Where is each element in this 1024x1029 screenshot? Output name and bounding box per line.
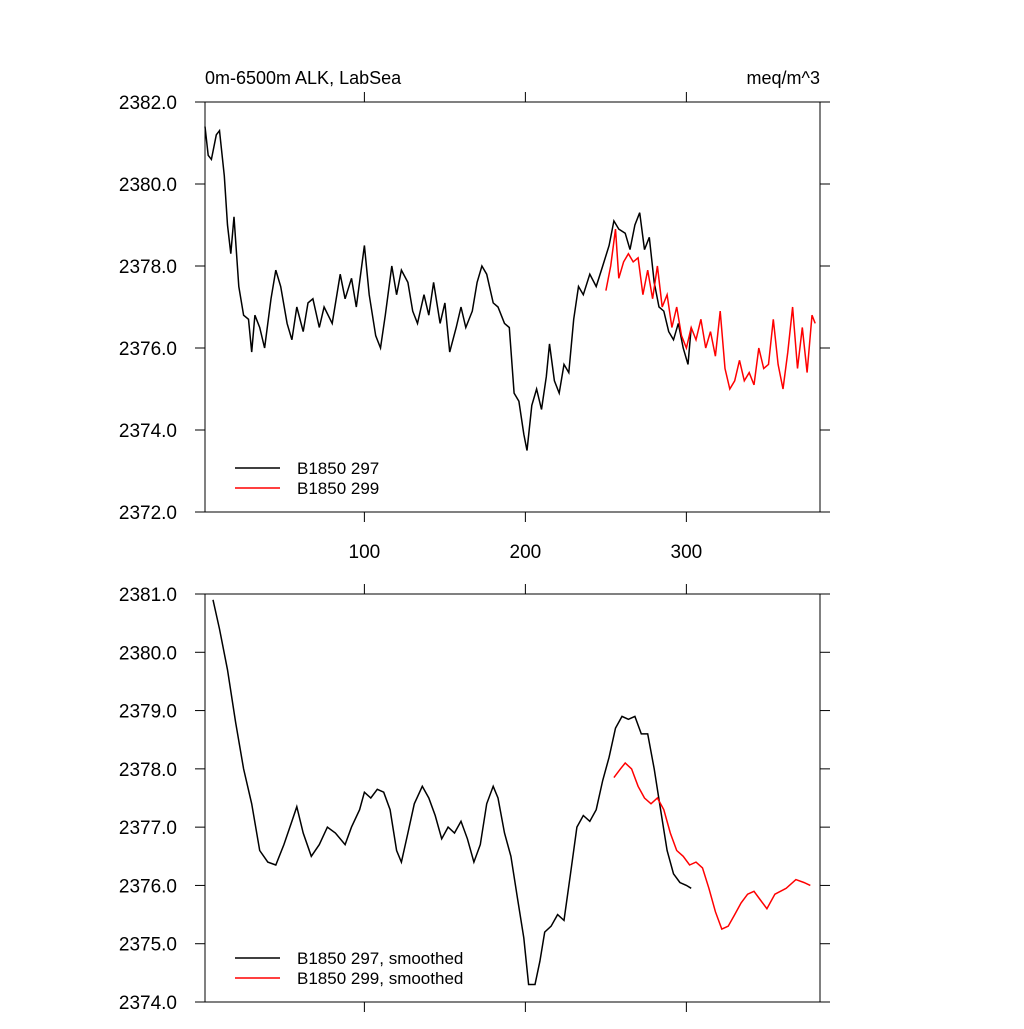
units-label: meq/m^3 (747, 68, 820, 88)
y-tick-label: 2377.0 (119, 818, 177, 839)
series-line (613, 761, 811, 931)
series-line (605, 229, 816, 391)
chart-title: 0m-6500m ALK, LabSea (205, 68, 402, 88)
legend-label: B1850 297, smoothed (297, 949, 463, 968)
y-tick-label: 2378.0 (119, 257, 177, 278)
y-tick-label: 2372.0 (119, 503, 177, 524)
y-tick-label: 2380.0 (119, 643, 177, 664)
y-tick-label: 2376.0 (119, 876, 177, 897)
legend-label: B1850 299, smoothed (297, 969, 463, 988)
y-tick-label: 2380.0 (119, 175, 177, 196)
plot-frame (204, 593, 821, 1003)
y-tick-label: 2379.0 (119, 702, 177, 723)
x-tick-label: 300 (671, 542, 703, 563)
x-tick-label: 100 (349, 542, 381, 563)
plot-frame (204, 101, 821, 513)
legend-label: B1850 297 (297, 459, 379, 478)
y-tick-label: 2375.0 (119, 935, 177, 956)
legend-label: B1850 299 (297, 479, 379, 498)
y-tick-label: 2374.0 (119, 993, 177, 1014)
x-tick-label: 200 (510, 542, 542, 563)
y-tick-label: 2382.0 (119, 93, 177, 114)
y-tick-label: 2378.0 (119, 760, 177, 781)
y-tick-label: 2374.0 (119, 421, 177, 442)
y-tick-label: 2381.0 (119, 585, 177, 606)
y-tick-label: 2376.0 (119, 339, 177, 360)
series-line (212, 599, 692, 986)
series-line (204, 126, 692, 451)
